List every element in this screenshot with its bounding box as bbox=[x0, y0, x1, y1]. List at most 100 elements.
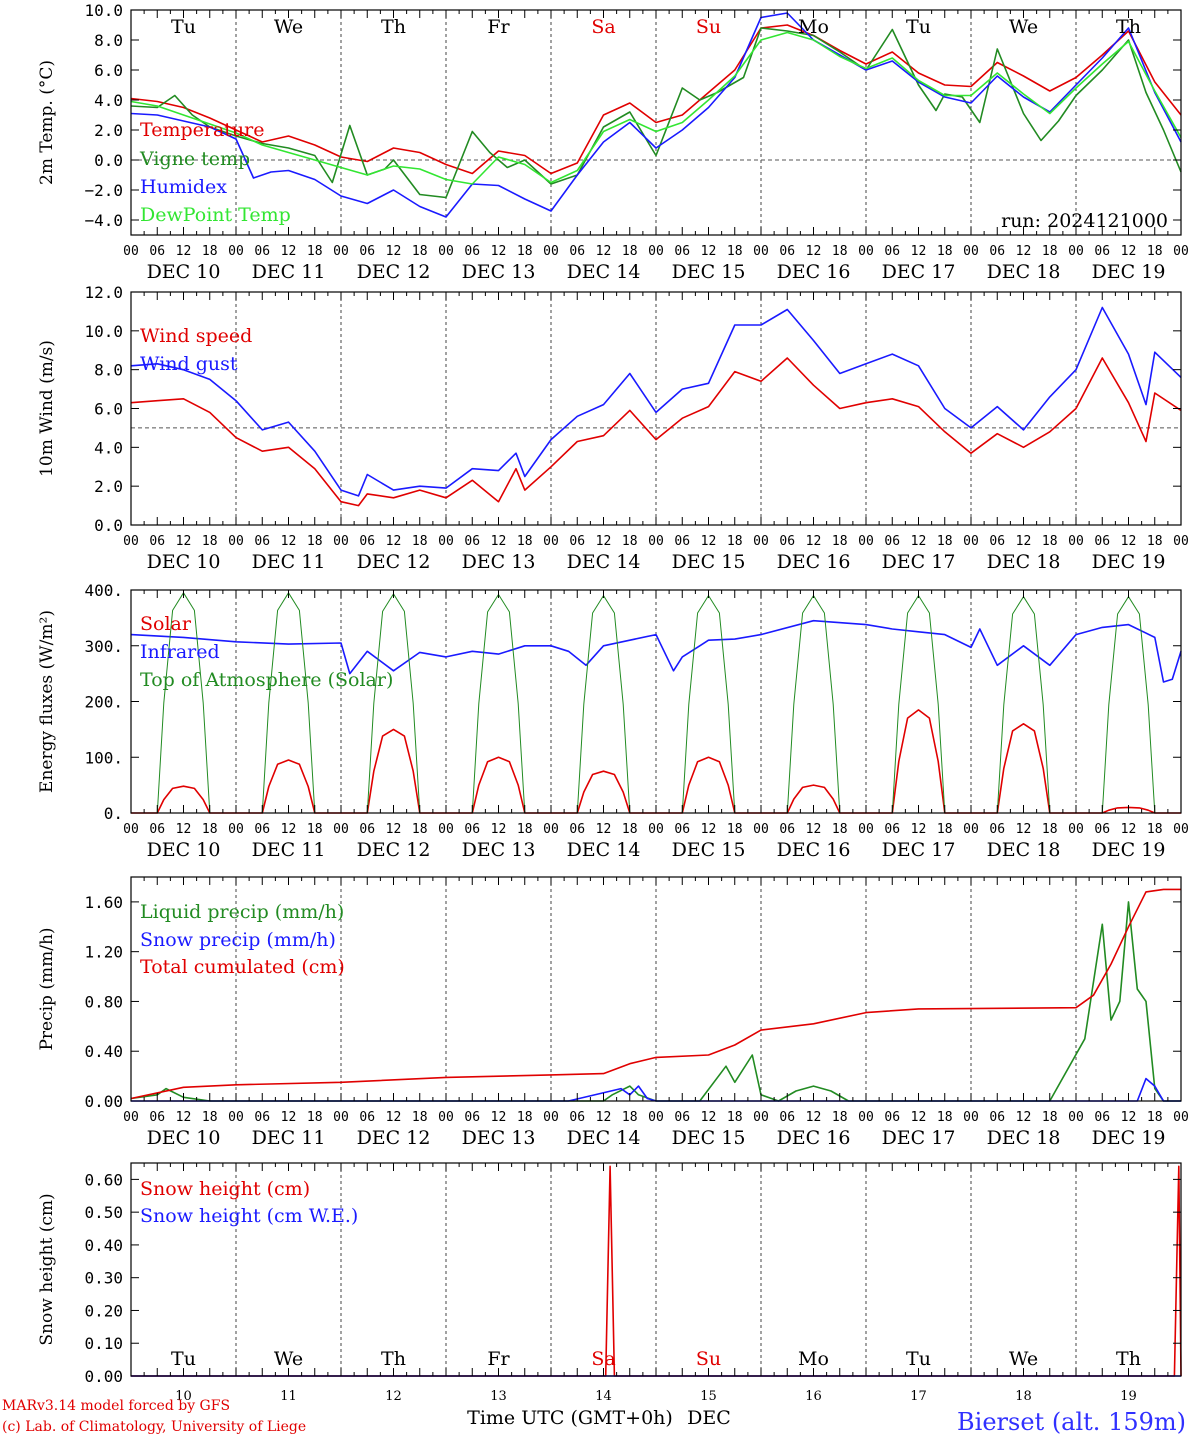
hour-tick-label: 06 bbox=[464, 1110, 480, 1125]
hour-tick-label: 12 bbox=[281, 534, 297, 549]
hour-tick-label: 18 bbox=[202, 534, 218, 549]
series-line-wind-gust bbox=[130, 306, 1182, 497]
hour-tick-label: 12 bbox=[806, 822, 822, 837]
hour-tick-label: 00 bbox=[333, 822, 349, 837]
hour-tick-label: 06 bbox=[779, 1110, 795, 1125]
y-tick-label: 0.00 bbox=[84, 1092, 123, 1111]
hour-tick-label: 12 bbox=[1121, 244, 1137, 259]
hour-tick-label: 06 bbox=[254, 534, 270, 549]
hour-tick-label: 12 bbox=[491, 534, 507, 549]
hour-tick-label: 00 bbox=[543, 822, 559, 837]
legend-entry: Snow height (cm W.E.) bbox=[140, 1205, 358, 1227]
hour-tick-label: 12 bbox=[596, 534, 612, 549]
y-tick-label: −2.0 bbox=[84, 181, 123, 200]
hour-tick-label: 18 bbox=[412, 822, 428, 837]
hour-tick-label: 18 bbox=[937, 244, 953, 259]
hour-tick-label: 06 bbox=[569, 244, 585, 259]
hour-tick-label: 12 bbox=[596, 244, 612, 259]
date-label: DEC 17 bbox=[882, 551, 956, 573]
date-label: DEC 13 bbox=[462, 839, 536, 861]
date-label: DEC 12 bbox=[357, 551, 431, 573]
weekday-label: We bbox=[274, 1348, 303, 1370]
hour-tick-label: 12 bbox=[1016, 244, 1032, 259]
hour-tick-label: 06 bbox=[569, 534, 585, 549]
y-tick-label: −4.0 bbox=[84, 211, 123, 230]
weekday-label: Sa bbox=[591, 1348, 615, 1370]
hour-tick-label: 00 bbox=[963, 534, 979, 549]
hour-tick-label: 18 bbox=[412, 534, 428, 549]
hour-tick-label: 18 bbox=[622, 822, 638, 837]
x-axis-label: Time UTC (GMT+0h) bbox=[467, 1407, 673, 1429]
lab-credit: (c) Lab. of Climatology, University of L… bbox=[2, 1419, 307, 1435]
hour-tick-label: 12 bbox=[491, 244, 507, 259]
hour-tick-label: 00 bbox=[543, 244, 559, 259]
y-axis-label: 10m Wind (m/s) bbox=[37, 340, 57, 477]
hour-tick-label: 12 bbox=[911, 822, 927, 837]
hour-tick-label: 18 bbox=[1042, 244, 1058, 259]
series-line-total-cumulated-cm- bbox=[130, 888, 1181, 1100]
date-label: DEC 11 bbox=[252, 839, 326, 861]
date-label: DEC 13 bbox=[462, 1127, 536, 1149]
date-number: 16 bbox=[805, 1389, 822, 1404]
y-tick-label: 4.0 bbox=[94, 438, 123, 457]
date-label: DEC 15 bbox=[672, 261, 746, 283]
hour-tick-label: 18 bbox=[727, 822, 743, 837]
y-axis-label: Precip (mm/h) bbox=[37, 927, 57, 1050]
weekday-label: Th bbox=[1116, 1348, 1141, 1370]
hour-tick-label: 06 bbox=[674, 534, 690, 549]
hour-tick-label: 00 bbox=[858, 244, 874, 259]
hour-tick-label: 06 bbox=[779, 244, 795, 259]
y-tick-label: 8.0 bbox=[94, 31, 123, 50]
hour-tick-label: 12 bbox=[806, 1110, 822, 1125]
weekday-label: Th bbox=[1116, 16, 1141, 38]
hour-tick-label: 00 bbox=[438, 822, 454, 837]
hour-tick-label: 18 bbox=[202, 1110, 218, 1125]
y-tick-label: 100. bbox=[84, 748, 123, 767]
hour-tick-label: 06 bbox=[884, 534, 900, 549]
hour-tick-label: 06 bbox=[779, 822, 795, 837]
hour-tick-label: 18 bbox=[937, 822, 953, 837]
hour-tick-label: 00 bbox=[1068, 534, 1084, 549]
hour-tick-label: 06 bbox=[989, 244, 1005, 259]
hour-tick-label: 06 bbox=[254, 244, 270, 259]
hour-tick-label: 18 bbox=[1042, 822, 1058, 837]
hour-tick-label: 18 bbox=[1042, 534, 1058, 549]
hour-tick-label: 18 bbox=[832, 244, 848, 259]
hour-tick-label: 00 bbox=[333, 534, 349, 549]
y-tick-label: 12.0 bbox=[84, 283, 123, 302]
hour-tick-label: 06 bbox=[464, 534, 480, 549]
y-tick-label: 0.10 bbox=[84, 1334, 123, 1353]
date-label: DEC 12 bbox=[357, 1127, 431, 1149]
x-axis-month: DEC bbox=[687, 1407, 731, 1429]
weekday-label: Su bbox=[696, 1348, 721, 1370]
hour-tick-label: 00 bbox=[438, 534, 454, 549]
date-label: DEC 19 bbox=[1092, 839, 1166, 861]
date-label: DEC 18 bbox=[987, 261, 1061, 283]
hour-tick-label: 06 bbox=[569, 1110, 585, 1125]
hour-tick-label: 06 bbox=[1094, 822, 1110, 837]
hour-tick-label: 12 bbox=[701, 1110, 717, 1125]
hour-tick-label: 00 bbox=[858, 534, 874, 549]
hour-tick-label: 00 bbox=[1173, 534, 1189, 549]
date-label: DEC 14 bbox=[567, 261, 641, 283]
date-label: DEC 11 bbox=[252, 261, 326, 283]
hour-tick-label: 00 bbox=[123, 1110, 139, 1125]
date-label: DEC 18 bbox=[987, 551, 1061, 573]
hour-tick-label: 00 bbox=[333, 1110, 349, 1125]
y-tick-label: 10.0 bbox=[84, 322, 123, 341]
hour-tick-label: 12 bbox=[386, 244, 402, 259]
hour-tick-label: 12 bbox=[701, 534, 717, 549]
date-label: DEC 15 bbox=[672, 1127, 746, 1149]
hour-tick-label: 00 bbox=[438, 244, 454, 259]
y-tick-label: 0.80 bbox=[84, 992, 123, 1011]
hour-tick-label: 06 bbox=[989, 822, 1005, 837]
y-tick-label: 0.60 bbox=[84, 1170, 123, 1189]
hour-tick-label: 12 bbox=[176, 244, 192, 259]
y-tick-label: 2.0 bbox=[94, 477, 123, 496]
date-label: DEC 10 bbox=[147, 551, 221, 573]
hour-tick-label: 06 bbox=[149, 1110, 165, 1125]
legend-entry: Wind speed bbox=[140, 325, 252, 347]
date-label: DEC 19 bbox=[1092, 261, 1166, 283]
y-tick-label: 0. bbox=[104, 804, 123, 823]
